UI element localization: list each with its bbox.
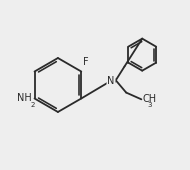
Text: F: F [83, 57, 88, 67]
Text: N: N [107, 76, 115, 86]
Text: 3: 3 [148, 101, 152, 107]
Text: 2: 2 [31, 102, 35, 108]
Text: CH: CH [142, 94, 156, 104]
Text: NH: NH [17, 93, 32, 103]
